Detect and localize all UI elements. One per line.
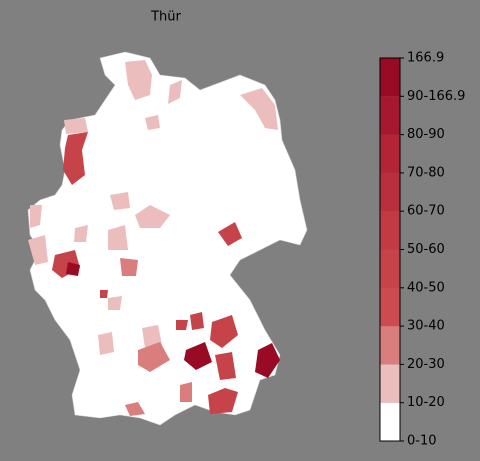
district <box>98 332 114 355</box>
district <box>108 225 128 250</box>
colorbar-label: 0-10 <box>407 434 437 449</box>
district <box>120 258 138 276</box>
map-title: Thür <box>150 10 181 25</box>
germany-map <box>27 51 308 426</box>
district <box>240 88 278 130</box>
colorbar-label: 20-30 <box>407 357 445 372</box>
colorbar-band <box>380 326 400 365</box>
district <box>100 290 108 298</box>
colorbar-band <box>380 211 400 250</box>
district <box>108 296 122 310</box>
district <box>74 225 88 242</box>
district <box>255 343 280 378</box>
district-fills <box>28 60 280 416</box>
district <box>208 388 238 414</box>
country-outline <box>27 51 308 426</box>
district <box>184 342 212 370</box>
colorbar-band <box>380 364 400 403</box>
district <box>168 80 182 104</box>
colorbar-label: 70-80 <box>407 165 445 180</box>
colorbar-label: 80-90 <box>407 127 445 142</box>
district <box>145 115 160 130</box>
district <box>210 315 238 348</box>
colorbar-label: 10-20 <box>407 395 445 410</box>
district <box>125 402 145 416</box>
district <box>180 382 192 402</box>
colorbar-label: 90-166.9 <box>407 89 465 104</box>
district <box>176 320 188 330</box>
district <box>125 60 152 100</box>
colorbar-band <box>380 172 400 212</box>
colorbar-band <box>380 96 400 135</box>
district <box>30 205 42 228</box>
colorbar-band <box>380 402 400 441</box>
colorbar-label: 30-40 <box>407 319 445 334</box>
district <box>63 132 88 185</box>
district <box>64 118 88 134</box>
district <box>135 205 170 228</box>
district <box>218 222 242 246</box>
colorbar-label: 50-60 <box>407 242 445 257</box>
district <box>28 235 48 265</box>
district <box>110 192 130 210</box>
colorbar-band <box>380 249 400 288</box>
colorbar-label: 166.9 <box>407 51 444 66</box>
district <box>142 325 162 348</box>
colorbar-band <box>380 58 400 97</box>
district <box>138 342 170 372</box>
district <box>215 352 236 380</box>
colorbar-band <box>380 134 400 173</box>
district <box>66 262 80 276</box>
colorbar-label: 40-50 <box>407 280 445 295</box>
colorbar-label: 60-70 <box>407 204 445 219</box>
district <box>190 312 204 330</box>
colorbar-band <box>380 287 400 327</box>
colorbar: 0-10 10-20 20-30 30-40 40-50 50-60 60-70 70-80 8… <box>379 51 465 449</box>
